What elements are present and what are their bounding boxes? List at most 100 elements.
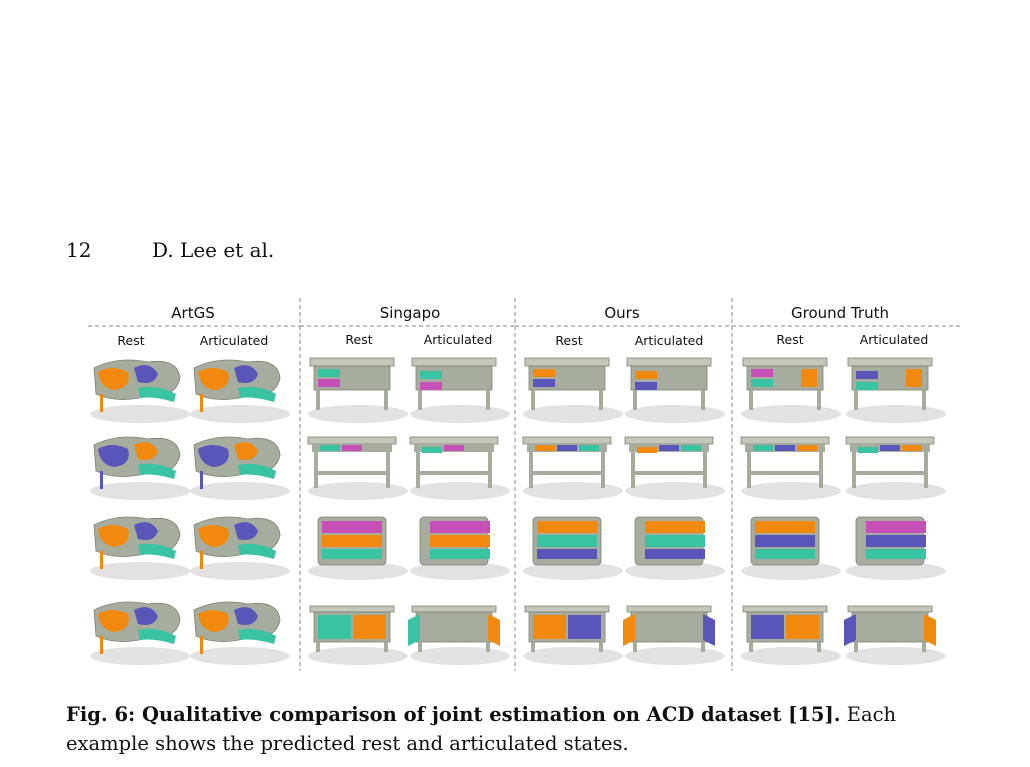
cabinet-body xyxy=(415,611,493,643)
drawer xyxy=(635,382,657,390)
drawer xyxy=(645,535,705,547)
noisy-part xyxy=(234,522,258,540)
table-shelf xyxy=(749,471,821,475)
table-shelf xyxy=(316,471,388,475)
table-leg xyxy=(631,452,635,488)
object-shadow xyxy=(523,482,623,500)
table-top xyxy=(740,436,830,445)
object-shadow xyxy=(625,562,725,580)
cabinet-top xyxy=(309,605,395,613)
drawer xyxy=(430,521,490,533)
object-shadow xyxy=(625,647,725,665)
object-shadow xyxy=(846,405,946,423)
object-shadow xyxy=(190,647,290,665)
drawer xyxy=(797,445,817,451)
noisy-leg xyxy=(200,394,203,412)
render-r4-c2 xyxy=(190,601,290,665)
desk-top xyxy=(742,357,828,367)
drawer xyxy=(364,445,384,451)
render-r3-c4 xyxy=(410,516,510,580)
desk-top xyxy=(309,357,395,367)
drawer xyxy=(430,549,490,559)
drawer xyxy=(342,445,362,451)
noisy-part xyxy=(234,365,258,383)
noisy-leg xyxy=(200,551,203,569)
drawer xyxy=(537,549,597,559)
desk-leg xyxy=(922,390,926,410)
object-shadow xyxy=(846,482,946,500)
door-open xyxy=(924,614,936,646)
page-number: 12 xyxy=(66,238,92,262)
cabinet-leg xyxy=(384,642,388,652)
door xyxy=(368,369,384,387)
object-shadow xyxy=(190,405,290,423)
desk-leg xyxy=(749,390,753,410)
render-r1-c6 xyxy=(625,357,725,423)
drawer xyxy=(322,549,382,559)
drawer xyxy=(320,445,340,451)
drawer xyxy=(322,521,382,533)
object-shadow xyxy=(90,562,190,580)
table-shelf xyxy=(418,471,490,475)
drawer xyxy=(755,521,815,533)
cabinet-leg xyxy=(486,642,490,652)
noisy-part xyxy=(238,386,276,402)
desk-leg xyxy=(599,390,603,410)
object-shadow xyxy=(846,562,946,580)
render-r4-c1 xyxy=(90,601,190,665)
door xyxy=(583,369,599,387)
drawer xyxy=(751,369,773,377)
object-shadow xyxy=(308,405,408,423)
desk-leg xyxy=(316,390,320,410)
object-shadow xyxy=(625,405,725,423)
render-r1-c3 xyxy=(308,357,408,423)
drawer xyxy=(635,371,657,379)
drawer xyxy=(659,445,679,451)
state-label-singapo-rest: Rest xyxy=(345,332,373,347)
render-r4-c6 xyxy=(623,605,725,665)
door xyxy=(685,369,701,387)
desk-leg xyxy=(486,390,490,410)
render-r3-c1 xyxy=(90,516,190,580)
object-shadow xyxy=(308,482,408,500)
noisy-part xyxy=(134,522,158,540)
drawer xyxy=(318,369,340,377)
desk-leg xyxy=(633,390,637,410)
drawer xyxy=(880,445,900,451)
desk-top xyxy=(847,357,933,367)
noisy-part xyxy=(134,607,158,625)
noisy-part xyxy=(98,610,129,632)
noisy-part xyxy=(138,543,176,559)
table-leg xyxy=(703,452,707,488)
noisy-part xyxy=(138,628,176,644)
render-r4-c8 xyxy=(844,605,946,665)
drawer xyxy=(535,445,555,451)
desk-leg xyxy=(701,390,705,410)
state-label-singapo-articulated: Articulated xyxy=(423,332,493,347)
noisy-part xyxy=(134,442,158,460)
door xyxy=(906,369,922,387)
noisy-leg xyxy=(100,394,103,412)
state-label-gt-articulated: Articulated xyxy=(859,332,929,347)
render-r3-c8 xyxy=(846,516,946,580)
render-r2-c8 xyxy=(845,436,946,500)
object-shadow xyxy=(410,482,510,500)
figure-panels xyxy=(88,298,962,671)
render-r4-c3 xyxy=(308,605,408,665)
noisy-part xyxy=(238,543,276,559)
table-leg xyxy=(314,452,318,488)
object-shadow xyxy=(90,482,190,500)
noisy-part xyxy=(198,368,229,390)
door xyxy=(318,615,351,639)
drawer xyxy=(866,535,926,547)
cabinet-leg xyxy=(633,642,637,652)
table-leg xyxy=(852,452,856,488)
method-title-ground-truth: Ground Truth xyxy=(791,304,889,322)
noisy-leg xyxy=(200,636,203,654)
page-header: 12 D. Lee et al. xyxy=(66,238,966,268)
render-r4-c4 xyxy=(408,605,510,665)
cabinet-leg xyxy=(817,642,821,652)
cabinet-top xyxy=(742,605,828,613)
table-shelf xyxy=(633,471,705,475)
object-shadow xyxy=(846,647,946,665)
